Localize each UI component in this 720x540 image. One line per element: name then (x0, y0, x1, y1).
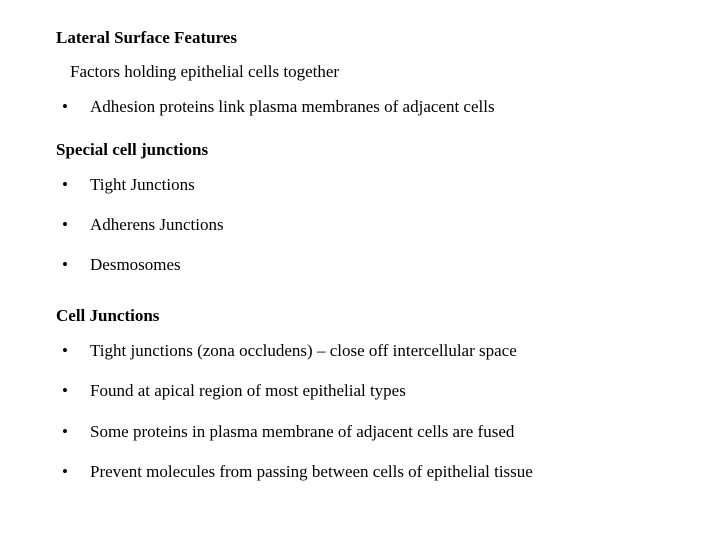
list-item: Some proteins in plasma membrane of adja… (56, 421, 664, 443)
list-item: Prevent molecules from passing between c… (56, 461, 664, 483)
section1-list: Adhesion proteins link plasma membranes … (56, 96, 664, 118)
section2-heading: Special cell junctions (56, 140, 664, 160)
section3-list: Tight junctions (zona occludens) – close… (56, 340, 664, 482)
section1-heading: Lateral Surface Features (56, 28, 664, 48)
list-item: Desmosomes (56, 254, 664, 276)
list-item: Tight Junctions (56, 174, 664, 196)
section3-heading: Cell Junctions (56, 306, 664, 326)
list-item: Adherens Junctions (56, 214, 664, 236)
list-item: Tight junctions (zona occludens) – close… (56, 340, 664, 362)
list-item: Found at apical region of most epithelia… (56, 380, 664, 402)
section2-list: Tight Junctions Adherens Junctions Desmo… (56, 174, 664, 276)
section1-subline: Factors holding epithelial cells togethe… (70, 62, 664, 82)
list-item: Adhesion proteins link plasma membranes … (56, 96, 664, 118)
